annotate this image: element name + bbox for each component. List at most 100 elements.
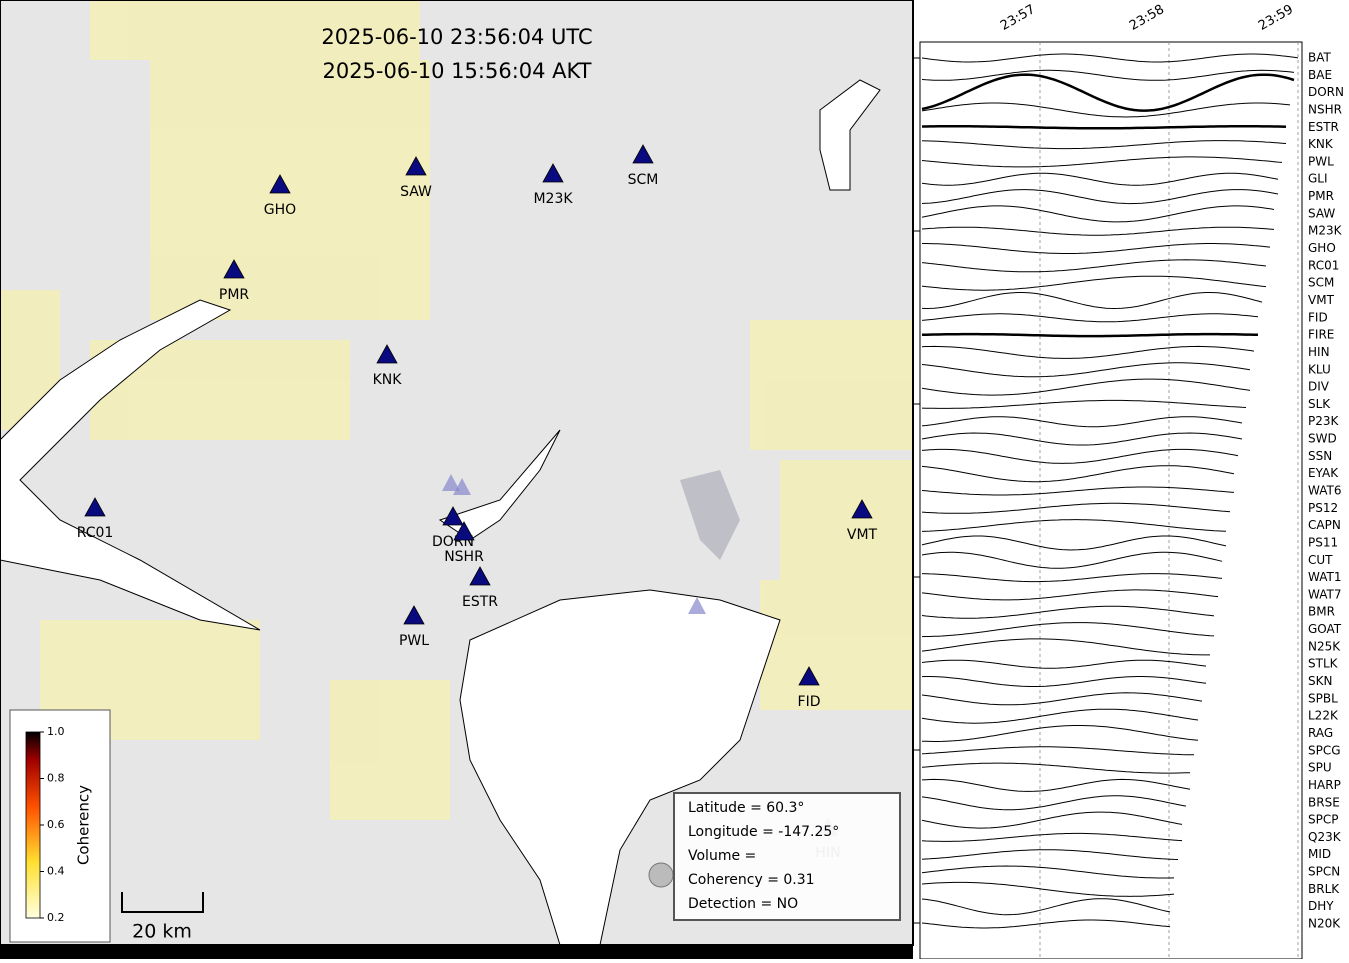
trace [921, 832, 1183, 842]
trace-station-label: GLI [1308, 172, 1328, 186]
trace [921, 708, 1199, 724]
trace-station-label: EYAK [1308, 466, 1339, 480]
scale-bar [121, 892, 204, 913]
trace [921, 486, 1235, 496]
trace-station-label: BRSE [1308, 795, 1340, 809]
station-marker [542, 163, 564, 183]
trace-station-label: CUT [1308, 553, 1333, 567]
faded-station [442, 474, 460, 491]
water [0, 79, 881, 946]
station-marker [405, 156, 427, 176]
trace-station-label: RAG [1308, 726, 1333, 740]
colorbar-tick-label: 0.2 [47, 911, 65, 924]
station-marker [223, 259, 245, 279]
trace [921, 172, 1279, 186]
trace [922, 125, 1287, 130]
trace [921, 140, 1287, 150]
trace-station-label: FIRE [1308, 328, 1334, 342]
trace [921, 676, 1207, 687]
trace [921, 345, 1255, 359]
station-label: PWL [399, 633, 429, 649]
trace-station-label: HARP [1308, 778, 1341, 792]
station-label: GHO [264, 202, 296, 218]
time-tick-label: 23:57 [998, 2, 1038, 34]
faded-station [453, 478, 471, 495]
trace-station-label: N25K [1308, 639, 1341, 653]
station-marker [442, 506, 464, 526]
trace [921, 189, 1279, 205]
colorbar-tick-label: 1.0 [47, 725, 65, 738]
trace [921, 362, 1251, 378]
station-label: SCM [628, 172, 659, 188]
trace-station-label: DORN [1308, 85, 1344, 99]
info-box [673, 792, 901, 921]
trace [921, 849, 1179, 860]
trace [921, 659, 1207, 669]
trace-station-label: STLK [1308, 657, 1339, 671]
trace-station-label: SPBL [1308, 691, 1338, 705]
station-marker [376, 344, 398, 364]
trace [921, 73, 1295, 112]
trace [921, 69, 1295, 81]
trace [922, 243, 1271, 254]
trace [921, 53, 1299, 63]
trace [921, 919, 1171, 929]
station-marker [453, 521, 475, 541]
trace-station-label: KNK [1308, 137, 1334, 151]
trace [921, 102, 1291, 118]
trace [921, 156, 1283, 168]
trace-station-label: WAT1 [1308, 570, 1341, 584]
station-label: M23K [533, 191, 573, 207]
trace [921, 332, 1259, 338]
trace [921, 762, 1191, 774]
trace [921, 881, 1175, 897]
trace [921, 502, 1231, 514]
info-line: Detection = NO [688, 896, 798, 912]
trace-station-label: BAE [1308, 68, 1332, 82]
info-line: Coherency = 0.31 [688, 872, 815, 888]
station-label: PMR [219, 287, 250, 303]
trace-station-label: SWD [1308, 432, 1337, 446]
trace-station-label: SPCN [1308, 865, 1340, 879]
station-marker [269, 174, 291, 194]
event-marker [648, 862, 674, 888]
colorbar [25, 731, 41, 919]
trace [921, 416, 1243, 428]
trace-station-label: HIN [1308, 345, 1330, 359]
trace [921, 725, 1199, 742]
trace [921, 746, 1195, 756]
trace-station-label: VMT [1308, 293, 1335, 307]
trace-station-label: DIV [1308, 380, 1330, 394]
station-label: RC01 [77, 525, 114, 541]
trace [921, 292, 1263, 310]
trace-station-label: SKN [1308, 674, 1332, 688]
station-label: NSHR [444, 549, 484, 565]
trace-station-label: PMR [1308, 189, 1334, 203]
glaciers [680, 470, 740, 560]
trace-station-label: GOAT [1308, 622, 1342, 636]
station-marker [403, 605, 425, 625]
trace-station-label: GHO [1308, 241, 1336, 255]
station-label: FID [798, 694, 821, 710]
traces: 23:57 23:58 23:59 BAT BAE DORN NSHR ESTR KNK PWL G… [914, 2, 1344, 959]
trace-station-label: PS12 [1308, 501, 1338, 515]
scale-label: 20 km [132, 921, 192, 943]
trace [921, 898, 1171, 916]
trace-station-label: MID [1308, 847, 1331, 861]
station-label: KNK [373, 372, 403, 388]
trace-station-label: ESTR [1308, 120, 1339, 134]
trace [921, 638, 1210, 656]
trace [921, 275, 1267, 291]
colorbar-tick-label: 0.8 [47, 772, 65, 785]
trace-station-label: BMR [1308, 605, 1335, 619]
station-label: SAW [400, 184, 432, 200]
trace [921, 448, 1239, 464]
trace [921, 622, 1215, 638]
trace-station-label: KLU [1308, 362, 1331, 376]
trace-station-label: PS11 [1308, 535, 1338, 549]
info-line: Longitude = -147.25° [688, 824, 839, 840]
trace-station-label: FID [1308, 310, 1328, 324]
trace [921, 778, 1191, 792]
trace [921, 378, 1251, 396]
